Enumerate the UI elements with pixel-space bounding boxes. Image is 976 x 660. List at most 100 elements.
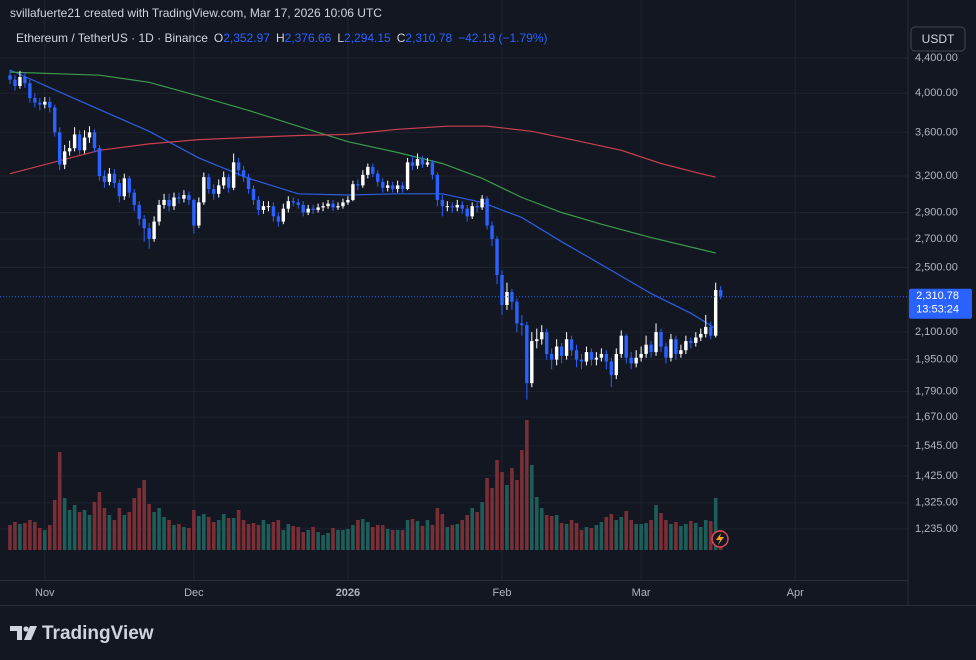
volume-bar	[425, 520, 430, 550]
volume-bar	[380, 525, 385, 550]
candle-body	[217, 185, 221, 194]
x-tick-label: Apr	[787, 587, 804, 599]
y-tick-label: 2,500.00	[915, 261, 958, 273]
volume-bar	[559, 523, 564, 550]
volume-bar	[197, 516, 201, 550]
volume-bar	[23, 523, 27, 550]
volume-bar	[147, 504, 151, 550]
volume-bar	[127, 512, 132, 550]
volume-bar	[599, 522, 604, 550]
candle-body	[500, 275, 504, 305]
ohlc-value: 2,352.97	[223, 31, 270, 45]
volume-bar	[375, 525, 380, 550]
volume-bar	[495, 460, 499, 550]
volume-bar	[356, 520, 360, 550]
candle-body	[28, 83, 32, 98]
volume-bar	[624, 511, 629, 550]
volume-bar	[33, 522, 37, 550]
volume-bar	[276, 520, 281, 550]
candle-body	[420, 159, 425, 165]
y-tick-label: 1,545.00	[915, 440, 958, 452]
volume-bar	[450, 525, 455, 550]
volume-bar	[693, 523, 698, 550]
candle-body	[107, 173, 112, 182]
volume-bar	[142, 480, 146, 550]
volume-bar	[216, 520, 221, 550]
volume-bar	[708, 521, 713, 550]
candle-body	[495, 238, 499, 276]
volume-bar	[698, 527, 703, 550]
price-change: −42.19 (−1.79%)	[458, 31, 548, 45]
candle-body	[385, 185, 390, 188]
candle-body	[246, 177, 251, 189]
candle-body	[221, 177, 226, 186]
y-tick-label: 1,790.00	[915, 385, 958, 397]
candle-body	[112, 173, 117, 184]
ohlc-key: L	[337, 31, 345, 45]
volume-bar	[42, 530, 47, 550]
last-price-box	[909, 288, 972, 319]
volume-bar	[351, 525, 355, 550]
volume-bar	[525, 420, 529, 550]
y-tick-label: 1,950.00	[915, 354, 958, 366]
candle-body	[361, 174, 365, 186]
volume-bar	[286, 524, 291, 550]
volume-bar	[152, 512, 156, 550]
candle-body	[356, 184, 360, 186]
candle-body	[157, 204, 161, 222]
volume-bar	[485, 478, 489, 550]
volume-bar	[256, 525, 261, 550]
candle-body	[117, 183, 122, 197]
volume-bar	[231, 518, 236, 550]
candle-body	[390, 185, 395, 189]
candle-body	[226, 177, 231, 188]
candle-body	[540, 332, 544, 340]
volume-bar	[619, 517, 624, 550]
volume-bar	[211, 522, 216, 550]
candle-body	[256, 199, 261, 210]
volume-bar	[644, 523, 648, 550]
candle-body	[82, 137, 87, 151]
candle-body	[286, 201, 290, 209]
candle-body	[689, 341, 693, 343]
candle-body	[614, 353, 618, 376]
volume-bar	[510, 468, 514, 550]
candle-body	[485, 198, 489, 226]
currency-button-frame[interactable]	[910, 26, 966, 52]
candle-body	[127, 178, 131, 193]
volume-bar	[331, 528, 335, 550]
x-tick-label: 2026	[336, 587, 360, 599]
volume-bar	[659, 513, 663, 550]
candle-body	[530, 341, 534, 384]
candle-body	[97, 148, 102, 177]
candle-body	[202, 177, 206, 203]
candle-body	[321, 206, 325, 208]
volume-bar	[564, 524, 569, 550]
y-tick-label: 3,600.00	[915, 126, 958, 138]
volume-bar	[689, 521, 693, 550]
candle-body	[654, 332, 658, 353]
candle-body	[162, 199, 166, 205]
y-tick-label: 2,700.00	[915, 233, 958, 245]
volume-bar	[574, 523, 579, 550]
volume-bar	[311, 527, 315, 550]
candle-body	[346, 199, 350, 203]
volume-bar	[241, 520, 246, 550]
candle-body	[410, 162, 415, 166]
volume-bar	[664, 520, 668, 550]
volume-bar	[52, 500, 57, 550]
currency-button[interactable]: USDT	[910, 26, 966, 52]
volume-bar	[321, 535, 325, 550]
candle-body	[296, 202, 300, 205]
candle-body	[559, 346, 564, 356]
candle-body	[579, 359, 584, 362]
candle-body	[395, 185, 400, 189]
candle-body	[167, 199, 171, 207]
currency-label[interactable]: USDT	[922, 32, 955, 46]
candle-body	[8, 75, 12, 80]
volume-bar	[87, 515, 92, 550]
volume-bar	[445, 527, 450, 550]
candle-body	[549, 353, 554, 360]
